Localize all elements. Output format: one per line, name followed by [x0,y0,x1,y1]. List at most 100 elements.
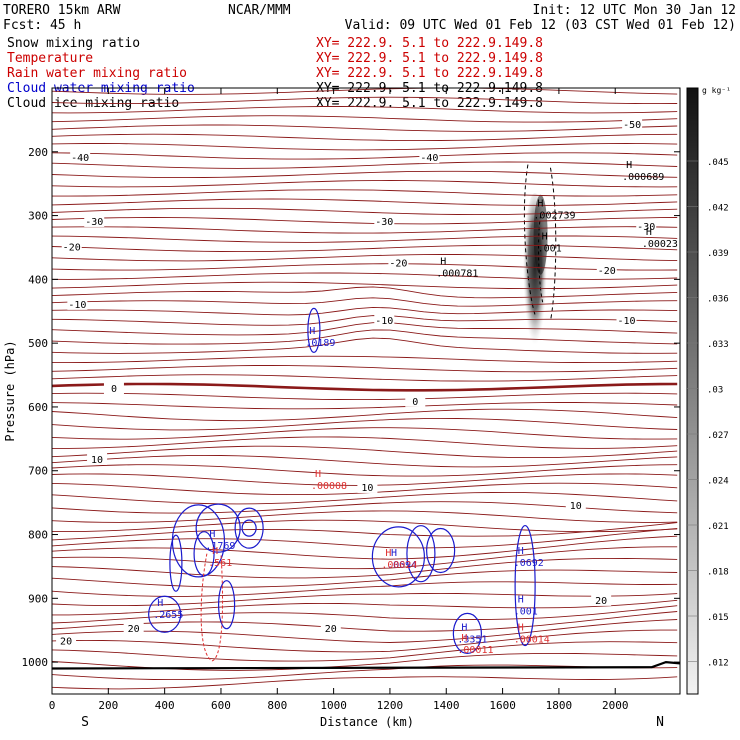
colorbar: .045 .042 .039 .036 .033 .03 .027 .024 .021 .018.… [686,86,731,695]
isotherm-label-bg [84,214,105,227]
maximum-mark: H [391,548,397,559]
isotherm-line [52,454,678,468]
x-tick-label: 1000 [320,699,347,712]
isotherm-line [52,315,678,326]
legend-field-name: Snow mixing ratio [7,36,140,51]
isotherm-label-bg [70,151,91,164]
zero-isotherm [52,382,678,392]
maximum-mark: H [646,227,652,238]
x-tick-label: 2000 [602,699,629,712]
model-title: TORERO 15km ARW [3,3,121,18]
isotherm-label: 20 [325,624,337,635]
maximum-mark: H [518,623,524,634]
isotherm-line [52,427,678,440]
isotherm-label: 20 [60,637,72,648]
isotherm-line [52,306,678,316]
y-tick-label: 400 [28,273,48,286]
maximum-mark: H [209,529,215,540]
x-tick-label: 1800 [546,699,573,712]
isotherm-line [52,152,678,160]
cloud-water-contour [514,524,536,647]
y-tick-label: 900 [28,592,48,605]
isotherm-line [52,392,678,401]
legend-field-xy: XY= 222.9. 5.1 to 222.9.149.8 [316,36,543,51]
maximum-mark: H [157,598,163,609]
isotherm-label-bg [374,313,395,326]
colorbar-tick-label: .033 [707,340,729,350]
isotherm-line [52,272,678,280]
isotherm-label-bg [636,220,657,233]
init-time: Init: 12 UTC Mon 30 Jan 12 [533,3,737,18]
isotherm-label: 20 [128,624,140,635]
isotherm-line [52,180,678,188]
north-label: N [656,715,664,730]
isotherm-line [52,569,678,588]
colorbar-ramp [686,87,699,695]
isotherm-label: -40 [420,153,438,164]
maximum-mark: H [461,633,467,644]
colorbar-tick-label: .036 [707,295,729,305]
colorbar-ticks: .045 .042 .039 .036 .033 .03 .027 .024 .021 .018.… [687,158,729,669]
isotherm-line [52,124,678,132]
isotherm-line [52,641,678,662]
isotherm-line [52,599,678,616]
maximum-value: .00024 [381,560,417,571]
maximum-mark: H [440,257,446,268]
isotherm-label-bg [357,480,378,493]
isotherm-line [52,115,678,123]
isotherm-label: -50 [623,120,641,131]
colorbar-tick-label: .03 [707,386,723,396]
isotherm-line [52,106,678,114]
isotherm-line [52,235,678,243]
isotherm-line [52,417,678,431]
isotherm-label: -30 [85,217,103,228]
colorbar-unit: g kg⁻¹ [702,86,731,95]
isotherm-label-bg [405,394,426,407]
isotherm-line [52,402,678,410]
valid-time: Valid: 09 UTC Wed 01 Feb 12 (03 CST Wed … [345,18,736,33]
colorbar-tick-label: .021 [707,522,729,532]
axes: 0 200 400 600 800 1000 1200 1400 1600 1800 2000200… [22,88,680,712]
snow-contour [538,215,544,306]
cloud-water-contour [195,503,241,553]
x-tick-label: 400 [155,699,175,712]
y-tick-label: 800 [28,529,48,542]
y-tick-label: 1000 [22,656,49,669]
maximum-mark: H [626,160,632,171]
maximum-value: .00014 [514,635,550,646]
isotherm-label: 20 [595,596,607,607]
x-tick-label: 1600 [489,699,516,712]
isotherm-line [52,436,678,449]
isotherm-line [52,286,678,299]
x-tick-label: 1400 [433,699,460,712]
x-tick-label: 0 [49,699,56,712]
isotherm-label: -20 [389,258,407,269]
isotherm-label-bg [61,240,82,253]
isotherm-label-bg [123,621,144,634]
isotherm-label-bg [591,593,612,606]
maximum-mark: H [518,595,524,606]
colorbar-tick-label: .039 [707,249,729,259]
isotherm-line [52,592,678,607]
isotherm-line [52,491,678,505]
isotherm-label: -30 [637,222,655,233]
isotherm-line [52,408,678,422]
isotherm-line [52,510,678,523]
isotherm-label: 10 [361,483,373,494]
plot-area: -50 -40 -40 -30 -30 -30 -20 -20 -20 -10 -10 -10 0 0 10… [52,88,680,690]
cloud-water-contour [371,526,425,588]
isotherm-line [52,226,678,234]
isotherm-line [52,519,678,533]
isotherm-label: 10 [570,501,582,512]
isotherm-line [52,522,678,541]
isotherm-line [52,605,678,624]
isotherm-line [52,170,678,179]
isotherm-line [52,535,678,560]
maximum-mark: H [315,469,321,480]
snow-contour [549,167,557,321]
cloud-water-contour [452,612,482,655]
maximum-value: .00011 [457,645,493,656]
colorbar-tick-label: .024 [707,477,729,487]
isotherm-line [52,244,678,253]
isotherm-label: 0 [111,384,117,395]
